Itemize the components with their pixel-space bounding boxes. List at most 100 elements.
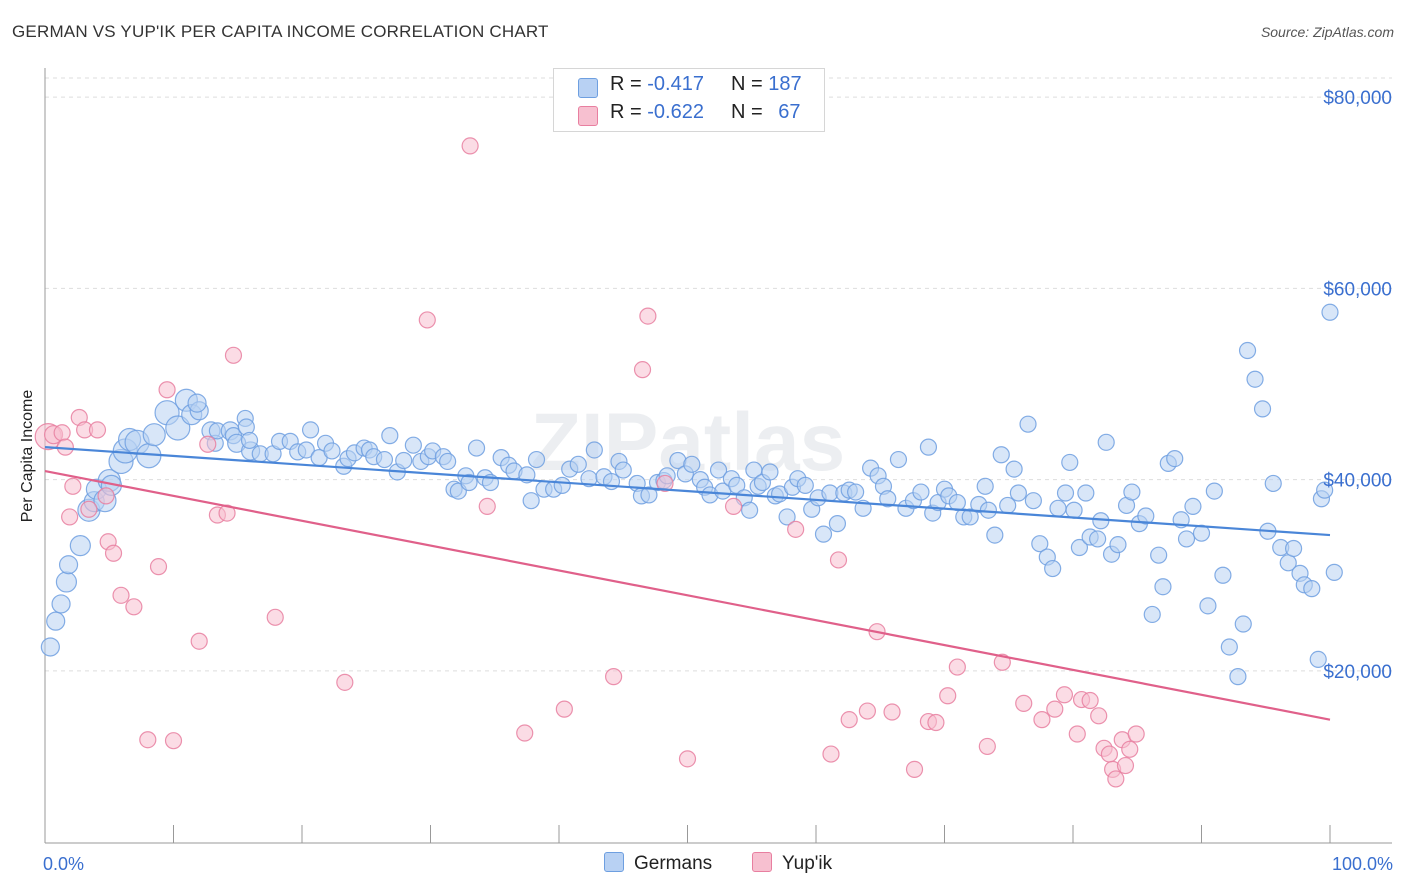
bottom-legend-yupik: Yup'ik bbox=[752, 852, 832, 875]
yupik-point bbox=[61, 508, 79, 526]
german-point bbox=[1137, 507, 1155, 525]
legend-r-label: R = bbox=[610, 73, 642, 95]
german-point bbox=[1097, 433, 1115, 451]
german-point bbox=[46, 611, 66, 631]
german-point bbox=[1166, 449, 1184, 468]
yupik-point bbox=[224, 346, 243, 364]
german-point bbox=[55, 571, 78, 593]
legend-n-label: N = bbox=[731, 73, 763, 95]
yupik-point bbox=[53, 424, 71, 442]
german-point bbox=[1234, 615, 1252, 633]
german-point bbox=[142, 423, 166, 447]
yupik-point bbox=[336, 673, 354, 691]
german-point bbox=[976, 477, 994, 495]
yupik-point bbox=[1116, 756, 1135, 775]
german-point bbox=[375, 450, 394, 469]
yupik-point bbox=[218, 504, 236, 522]
yupik-trend-line bbox=[44, 469, 1331, 721]
german-point bbox=[961, 508, 979, 526]
yupik-point bbox=[1046, 700, 1064, 718]
german-point bbox=[1056, 484, 1075, 502]
yupik-point bbox=[724, 497, 743, 515]
german-point bbox=[879, 490, 897, 508]
german-point bbox=[569, 455, 587, 473]
yupik-point bbox=[939, 687, 957, 705]
yupik-point bbox=[1121, 740, 1139, 758]
x-tick-label-max: 100.0% bbox=[1332, 854, 1393, 874]
yupik-point bbox=[80, 500, 98, 518]
german-point bbox=[527, 450, 546, 469]
german-point bbox=[58, 555, 79, 575]
german-point bbox=[439, 452, 457, 471]
yupik-point bbox=[633, 361, 652, 379]
german-point bbox=[301, 421, 320, 439]
german-point bbox=[828, 515, 847, 533]
german-point bbox=[1089, 530, 1107, 548]
german-point bbox=[553, 476, 571, 494]
german-point bbox=[889, 450, 908, 469]
german-point bbox=[187, 393, 207, 413]
source-label: Source: ZipAtlas.com bbox=[1260, 24, 1394, 40]
yupik-point bbox=[656, 474, 674, 493]
bottom-legend-label-germans: Germans bbox=[634, 853, 713, 874]
german-point bbox=[796, 476, 814, 494]
chart-title: GERMAN VS YUP'IK PER CAPITA INCOME CORRE… bbox=[12, 22, 549, 41]
german-point bbox=[1321, 303, 1339, 321]
legend-r-label: R = bbox=[610, 101, 642, 123]
german-point bbox=[240, 431, 259, 450]
y-tick-label: $20,000 bbox=[1323, 662, 1392, 683]
yupik-point bbox=[418, 311, 436, 329]
german-point bbox=[1264, 474, 1282, 493]
german-point bbox=[1024, 492, 1042, 510]
correlation-legend: R = -0.417 N = 187 R = -0.622 N = 67 bbox=[553, 68, 825, 132]
yupik-point bbox=[639, 307, 657, 325]
german-point bbox=[1184, 497, 1202, 515]
bottom-legend-swatch-germans bbox=[604, 852, 624, 872]
yupik-point bbox=[905, 760, 924, 778]
yupik-point bbox=[461, 137, 479, 155]
yupik-point bbox=[1081, 691, 1099, 710]
legend-swatch-germans bbox=[578, 78, 598, 98]
yupik-point bbox=[266, 608, 284, 626]
german-point bbox=[40, 637, 60, 657]
y-tick-label: $80,000 bbox=[1323, 88, 1392, 109]
legend-swatch-yupik bbox=[578, 106, 598, 126]
yupik-point bbox=[858, 702, 877, 720]
german-point bbox=[585, 441, 603, 459]
yupik-point bbox=[787, 520, 805, 538]
yupik-points bbox=[34, 137, 1145, 788]
german-point bbox=[1192, 524, 1211, 542]
trend-lines bbox=[44, 446, 1331, 721]
german-point bbox=[1109, 536, 1127, 554]
bottom-legend-swatch-yupik bbox=[752, 852, 772, 872]
german-point bbox=[1316, 481, 1334, 499]
gridlines bbox=[45, 77, 1392, 672]
german-point bbox=[683, 455, 701, 473]
yupik-point bbox=[840, 711, 858, 729]
german-point bbox=[1220, 638, 1238, 656]
german-point bbox=[986, 526, 1004, 544]
yupik-point bbox=[104, 544, 123, 562]
german-point bbox=[761, 463, 779, 481]
german-point bbox=[640, 486, 658, 504]
german-point bbox=[919, 438, 938, 456]
german-point bbox=[395, 451, 413, 470]
yupik-point bbox=[64, 477, 82, 495]
german-point bbox=[709, 461, 728, 479]
german-point bbox=[614, 461, 632, 479]
yupik-point bbox=[829, 551, 848, 569]
yupik-point bbox=[158, 381, 176, 399]
yupik-point bbox=[978, 737, 996, 756]
german-point bbox=[460, 473, 478, 492]
yupik-point bbox=[97, 487, 115, 505]
yupik-point bbox=[605, 668, 623, 686]
german-point bbox=[297, 441, 315, 459]
yupik-point bbox=[139, 731, 157, 749]
german-point bbox=[992, 446, 1010, 464]
yupik-point bbox=[199, 435, 217, 453]
german-point bbox=[1005, 460, 1023, 478]
yupik-point bbox=[948, 658, 966, 676]
german-point bbox=[69, 535, 91, 557]
german-point bbox=[741, 501, 759, 519]
